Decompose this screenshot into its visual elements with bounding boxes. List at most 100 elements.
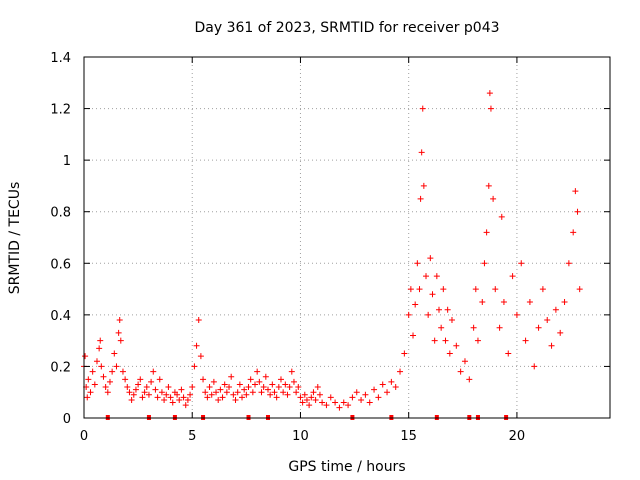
data-point	[189, 384, 196, 391]
data-point	[531, 363, 538, 370]
data-point	[143, 384, 150, 391]
data-point	[431, 337, 438, 344]
data-point	[254, 368, 261, 375]
data-point	[249, 389, 256, 396]
data-point	[169, 399, 176, 406]
data-point	[126, 389, 133, 396]
data-point	[152, 386, 159, 393]
data-point	[444, 306, 451, 313]
x-axis-label: GPS time / hours	[288, 459, 405, 475]
data-point	[414, 260, 421, 267]
data-point	[574, 208, 581, 215]
data-point	[286, 384, 293, 391]
data-point	[247, 376, 254, 383]
data-point	[505, 350, 512, 357]
y-tick-label: 0.2	[50, 360, 71, 375]
data-point	[295, 384, 302, 391]
y-axis-label: SRMTID / TECUs	[7, 182, 23, 295]
data-point	[236, 381, 243, 388]
data-point	[397, 368, 404, 375]
data-point	[109, 368, 116, 375]
data-point	[442, 337, 449, 344]
data-point	[262, 373, 269, 380]
data-point	[472, 286, 479, 293]
data-point	[418, 149, 425, 156]
data-point	[301, 391, 308, 398]
data-point	[197, 353, 204, 360]
data-point	[496, 324, 503, 331]
data-point	[230, 391, 237, 398]
data-point	[176, 396, 183, 403]
data-point	[208, 391, 215, 398]
data-point	[182, 402, 189, 409]
data-point	[217, 386, 224, 393]
data-point	[167, 394, 174, 401]
data-point	[206, 384, 213, 391]
data-point	[448, 317, 455, 324]
data-point	[486, 90, 493, 97]
data-point	[353, 389, 360, 396]
data-point	[371, 386, 378, 393]
data-point	[572, 188, 579, 195]
data-point	[141, 389, 148, 396]
data-point	[417, 195, 424, 202]
data-point	[154, 394, 161, 401]
data-point	[284, 391, 291, 398]
data-point	[405, 311, 412, 318]
data-point	[106, 378, 113, 385]
y-tick-label: 1.4	[50, 51, 71, 66]
data-point	[492, 286, 499, 293]
data-point	[91, 381, 98, 388]
data-point	[316, 391, 323, 398]
data-point	[104, 389, 111, 396]
data-point	[137, 376, 144, 383]
data-point	[358, 396, 365, 403]
data-point	[226, 384, 233, 391]
data-point	[470, 324, 477, 331]
data-point	[308, 394, 315, 401]
data-point	[526, 298, 533, 305]
y-tick-label: 1.2	[50, 103, 71, 118]
data-point	[327, 394, 334, 401]
data-point	[410, 332, 417, 339]
data-point	[258, 389, 265, 396]
data-point	[271, 389, 278, 396]
data-point	[345, 402, 352, 409]
data-point	[102, 384, 109, 391]
data-point	[165, 384, 172, 391]
data-point	[180, 394, 187, 401]
data-point	[161, 396, 168, 403]
data-point	[349, 394, 356, 401]
data-point	[483, 229, 490, 236]
data-point	[132, 386, 139, 393]
x-tick-labels: 0 5 10 15 20	[80, 429, 525, 444]
data-point	[340, 399, 347, 406]
data-point	[423, 273, 430, 280]
data-point	[479, 298, 486, 305]
data-point	[158, 389, 165, 396]
data-point	[332, 399, 339, 406]
data-point	[163, 391, 170, 398]
data-point	[82, 353, 89, 360]
data-point	[576, 286, 583, 293]
data-point	[412, 301, 419, 308]
data-point	[427, 255, 434, 262]
data-point	[156, 376, 163, 383]
data-point	[97, 337, 104, 344]
data-point	[293, 389, 300, 396]
data-point	[565, 260, 572, 267]
data-point	[481, 260, 488, 267]
data-point	[187, 391, 194, 398]
data-point	[440, 286, 447, 293]
data-point	[135, 381, 142, 388]
data-point	[509, 273, 516, 280]
data-point	[113, 363, 120, 370]
grid-lines	[84, 57, 610, 418]
data-point	[85, 376, 92, 383]
data-point	[446, 350, 453, 357]
data-point	[384, 389, 391, 396]
data-point	[277, 376, 284, 383]
data-point	[145, 391, 152, 398]
plot-frame	[83, 56, 611, 419]
